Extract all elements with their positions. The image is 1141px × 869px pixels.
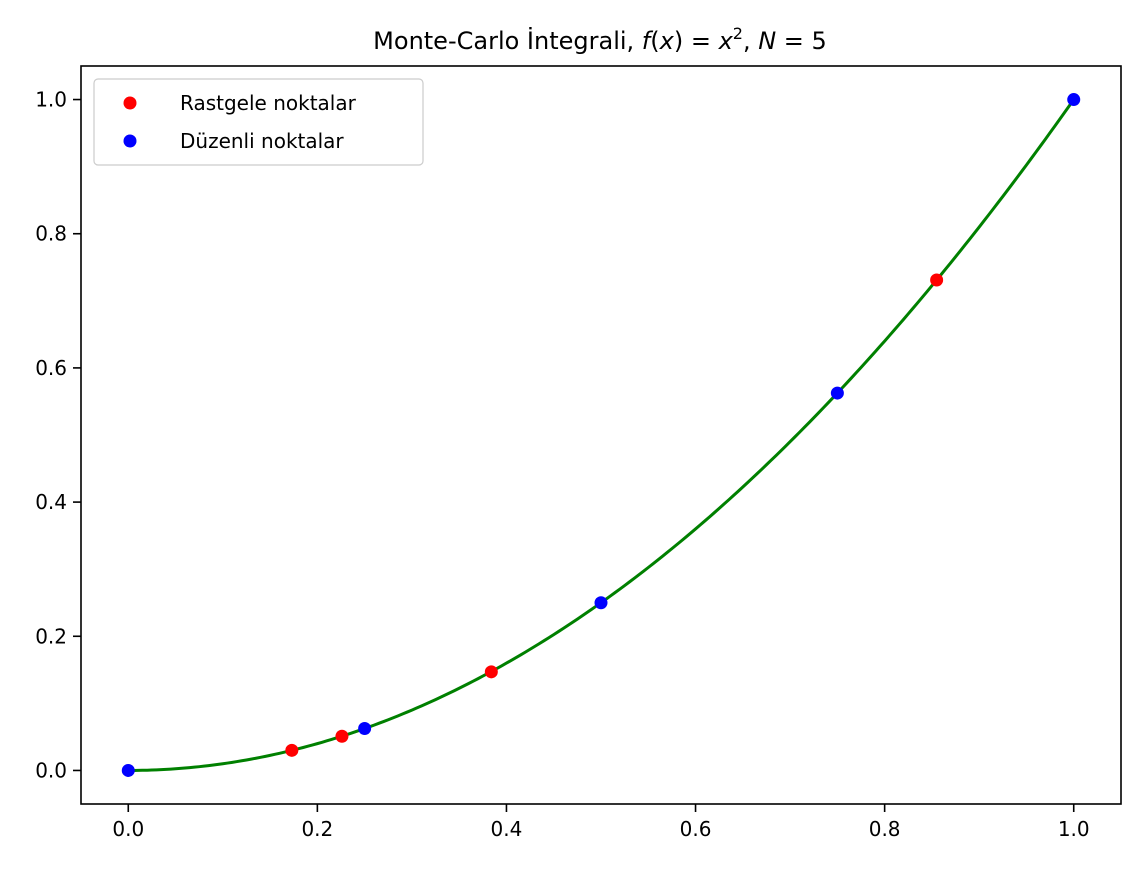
legend-box: [93, 78, 424, 166]
y-tick-label: 0.8: [35, 222, 67, 246]
y-tick-label: 0.2: [35, 624, 67, 648]
x-tick-label: 0.4: [491, 817, 523, 841]
y-tick-label: 0.6: [35, 356, 67, 380]
regular-point: [830, 386, 844, 400]
x-tick-label: 1.0: [1058, 817, 1090, 841]
x-axis: 0.0 0.2 0.4 0.6 0.8 1.0: [112, 804, 1090, 841]
y-tick-label: 0.4: [35, 490, 67, 514]
x-tick-label: 0.0: [112, 817, 144, 841]
random-point: [335, 729, 349, 743]
regular-point: [121, 763, 135, 777]
x-tick-label: 0.2: [301, 817, 333, 841]
x-tick-label: 0.8: [869, 817, 901, 841]
regular-point: [1067, 93, 1081, 107]
random-point: [285, 743, 299, 757]
axes-frame: [80, 65, 1122, 805]
chart-title: Monte-Carlo İntegrali, f(x) = x2, N = 5: [373, 24, 827, 55]
x-tick-label: 0.6: [680, 817, 712, 841]
regular-point: [358, 722, 372, 736]
y-axis: 0.0 0.2 0.4 0.6 0.8 1.0: [35, 88, 81, 782]
legend-label-rastgele: Rastgele noktalar: [180, 91, 357, 115]
y-tick-label: 0.0: [35, 758, 67, 782]
regular-point: [594, 596, 608, 610]
random-point: [930, 273, 944, 287]
legend: Rastgele noktalar Düzenli noktalar: [93, 78, 424, 166]
plot-area: [121, 93, 1081, 777]
legend-label-duzenli: Düzenli noktalar: [180, 129, 344, 153]
y-tick-label: 1.0: [35, 88, 67, 112]
random-point: [484, 665, 498, 679]
legend-marker-rastgele: [123, 96, 137, 110]
legend-marker-duzenli: [123, 134, 137, 148]
